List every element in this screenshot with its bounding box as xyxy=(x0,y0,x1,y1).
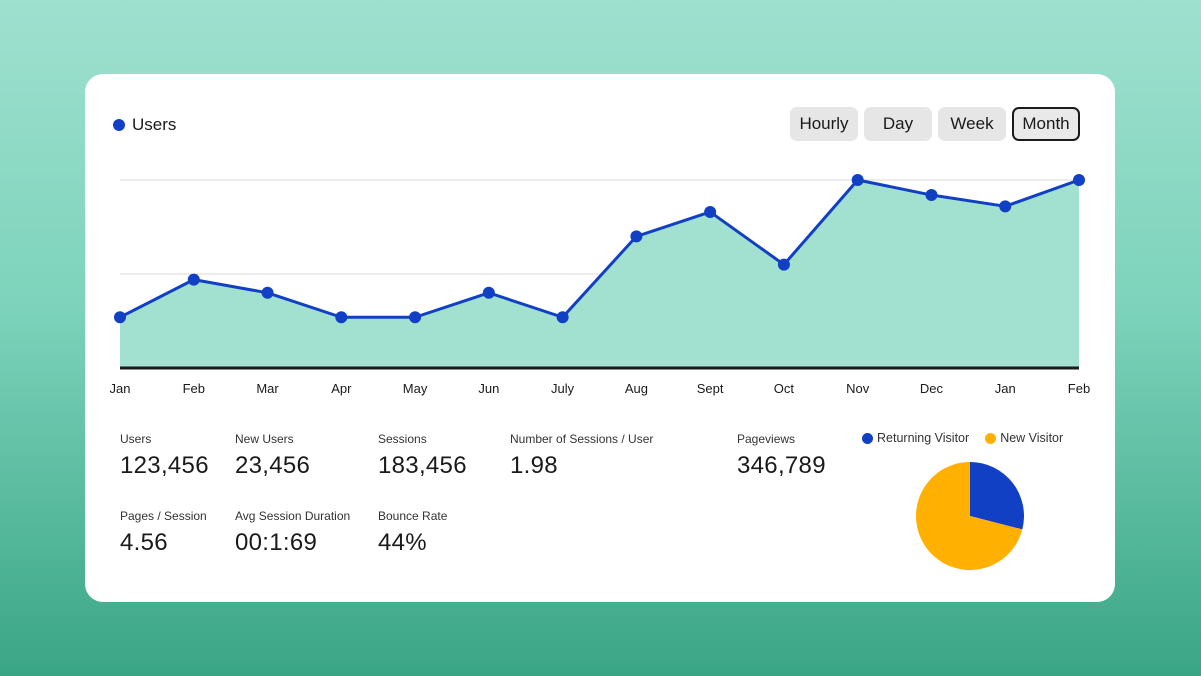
x-tick-label: May xyxy=(403,381,428,396)
data-point xyxy=(187,273,200,286)
stat-value: 23,456 xyxy=(235,452,311,479)
x-tick-label: Mar xyxy=(256,381,279,396)
stat-label: Avg Session Duration xyxy=(235,509,351,523)
stat-avg-session-duration: Avg Session Duration 00:1:69 xyxy=(235,509,350,557)
time-range-selector: Hourly Day Week Month xyxy=(790,107,1080,141)
stat-value: 123,456 xyxy=(120,452,209,479)
pie-legend-new: New Visitor xyxy=(985,431,1063,445)
orange-dot-icon xyxy=(985,432,997,444)
hourly-button[interactable]: Hourly xyxy=(790,107,858,141)
x-tick-label: Oct xyxy=(774,381,795,396)
pie-legend-label: New Visitor xyxy=(1000,431,1064,445)
x-tick-label: Aug xyxy=(625,381,648,396)
legend-users-label: Users xyxy=(132,115,177,134)
data-point xyxy=(777,258,790,271)
data-point xyxy=(1073,174,1085,186)
data-point xyxy=(556,311,569,324)
stat-bounce-rate: Bounce Rate 44% xyxy=(378,509,447,557)
pie-slice-returning xyxy=(970,462,1024,530)
pie-legend: Returning Visitor New Visitor xyxy=(862,431,1063,445)
users-line-chart: Jan Feb Mar Apr May Jun July Aug Sept Oct Nov Dec Ja… xyxy=(110,174,1090,396)
x-tick-label: Feb xyxy=(183,381,205,396)
stat-value: 00:1:69 xyxy=(235,529,318,556)
blue-dot-icon xyxy=(862,432,873,444)
stat-new-users: New Users 23,456 xyxy=(235,432,310,480)
visitor-pie-chart xyxy=(916,462,1024,570)
stat-label: Users xyxy=(120,432,152,446)
blue-dot-icon xyxy=(113,119,125,131)
pie-legend-label: Returning Visitor xyxy=(877,431,970,445)
data-point xyxy=(409,311,422,324)
day-button[interactable]: Day xyxy=(864,107,932,141)
data-point xyxy=(704,205,717,218)
stat-label: Number of Sessions / User xyxy=(510,432,654,446)
stat-pageviews: Pageviews 346,789 xyxy=(737,432,826,480)
chart-legend: Users xyxy=(113,115,176,135)
series-area xyxy=(120,180,1079,368)
x-tick-label: Sept xyxy=(697,381,724,396)
week-button[interactable]: Week xyxy=(938,107,1006,141)
data-point xyxy=(114,311,126,324)
stat-value: 183,456 xyxy=(378,452,467,479)
x-tick-label: Feb xyxy=(1068,381,1090,396)
stat-label: Pageviews xyxy=(737,432,796,446)
x-tick-label: Jan xyxy=(995,381,1016,396)
pie-slice-new xyxy=(916,462,1023,570)
stat-sessions: Sessions 183,456 xyxy=(378,432,467,480)
stat-value: 4.56 xyxy=(120,529,168,556)
stat-value: 1.98 xyxy=(510,452,558,479)
stat-sessions-per-user: Number of Sessions / User 1.98 xyxy=(510,432,653,480)
series-line xyxy=(119,178,1080,319)
data-point xyxy=(999,200,1012,213)
x-tick-label: Apr xyxy=(331,381,352,396)
stat-label: Bounce Rate xyxy=(378,509,448,523)
stat-label: New Users xyxy=(235,432,294,446)
stat-value: 44% xyxy=(378,529,427,556)
data-point xyxy=(335,311,348,324)
x-tick-label: July xyxy=(551,381,575,396)
stat-pages-per-session: Pages / Session 4.56 xyxy=(120,509,207,557)
month-button[interactable]: Month xyxy=(1012,107,1080,141)
stat-label: Sessions xyxy=(378,432,427,446)
x-tick-label: Nov xyxy=(846,381,870,396)
x-tick-label: Jan xyxy=(110,381,131,396)
data-point xyxy=(925,189,938,202)
data-point xyxy=(482,286,495,299)
x-tick-label: Dec xyxy=(920,381,944,396)
stat-label: Pages / Session xyxy=(120,509,207,523)
data-point xyxy=(630,230,643,243)
data-point xyxy=(261,286,274,299)
analytics-card: Users Hourly Day Week Month Jan Feb Mar Apr… xyxy=(85,74,1115,602)
data-point xyxy=(851,174,864,186)
stat-value: 346,789 xyxy=(737,452,826,479)
x-tick-label: Jun xyxy=(478,381,499,396)
stat-users: Users 123,456 xyxy=(120,432,209,480)
pie-legend-returning: Returning Visitor xyxy=(862,431,969,445)
